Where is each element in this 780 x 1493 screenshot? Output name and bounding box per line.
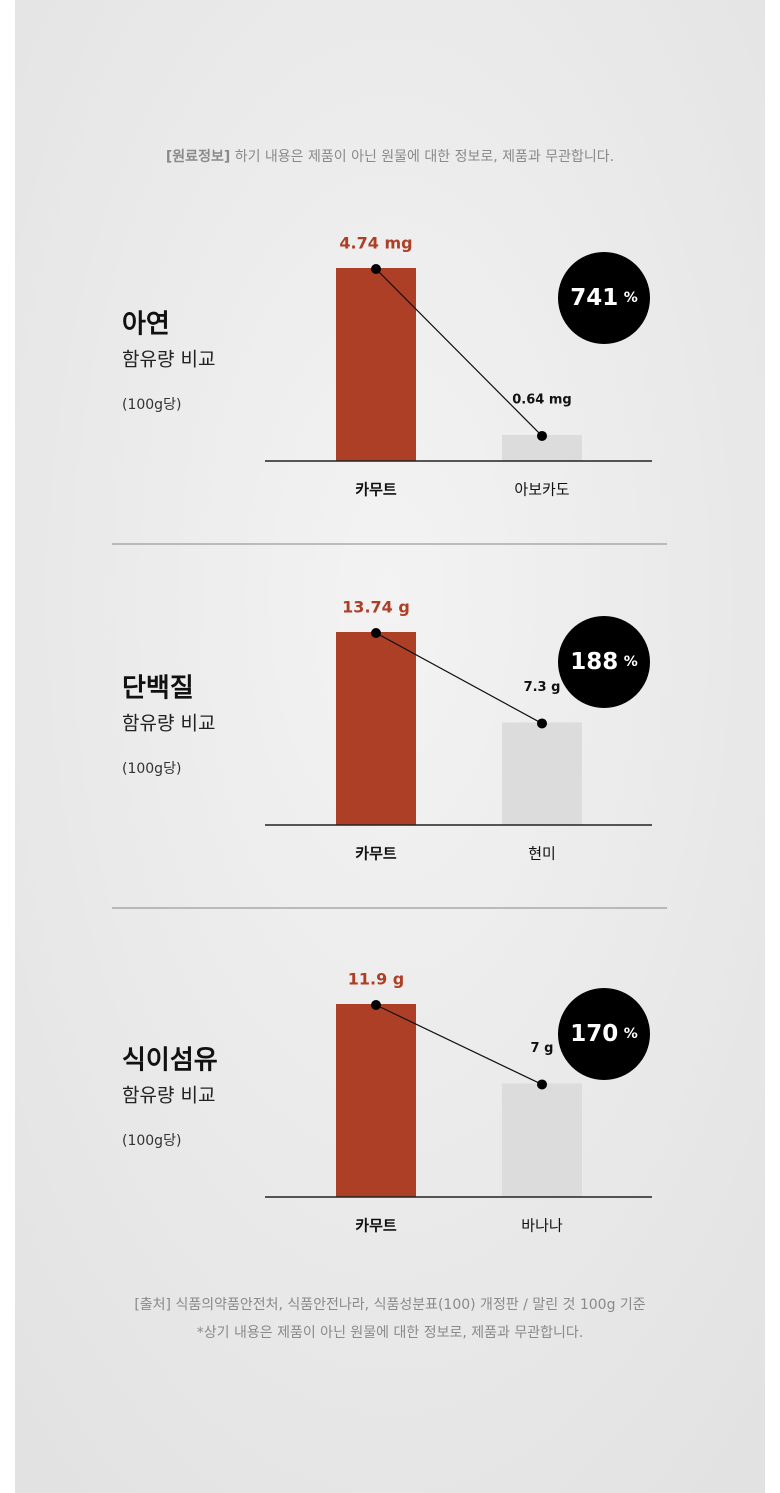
value-dot (371, 264, 381, 274)
value-dot (537, 430, 547, 441)
ratio-value: 188 (570, 649, 618, 675)
value-dot (371, 1000, 381, 1010)
ratio-value: 170 (570, 1021, 618, 1047)
ratio-badge (558, 616, 650, 708)
chart-title: 식이섬유 (122, 1046, 218, 1076)
connector (375, 1004, 543, 1086)
value-label: 7.3 g (524, 680, 561, 695)
value-dot (537, 718, 547, 729)
bar (502, 1083, 582, 1197)
x-tick-label: 카무트 (355, 845, 397, 863)
value-dot (371, 628, 381, 638)
x-tick-label: 카무트 (355, 481, 397, 499)
value-dot (537, 1079, 547, 1090)
bar (336, 1004, 416, 1197)
connector (375, 632, 543, 724)
ratio-unit: % (624, 1026, 638, 1042)
ratio-value: 741 (570, 285, 618, 311)
x-tick-label: 카무트 (355, 1217, 397, 1235)
value-label: 11.9 g (348, 970, 405, 989)
chart-title: 아연 (122, 310, 170, 340)
chart-note: (100g당) (122, 1133, 181, 1149)
ratio-badge (558, 252, 650, 344)
header-text: 하기 내용은 제품이 아닌 원물에 대한 정보로, 제품과 무관합니다. (235, 149, 614, 165)
header-note: [원료정보] 하기 내용은 제품이 아닌 원물에 대한 정보로, 제품과 무관합… (166, 148, 614, 165)
header-label: [원료정보] (166, 148, 230, 165)
value-label: 7 g (531, 1041, 554, 1056)
value-label: 4.74 mg (339, 234, 412, 253)
ratio-text: 170 % (570, 1021, 638, 1047)
footer-source: [출처] 식품의약품안전처, 식품안전나라, 식품성분표(100) 개정판 / … (134, 1297, 645, 1313)
x-tick-label: 바나나 (521, 1217, 563, 1235)
ratio-unit: % (624, 290, 638, 306)
value-label: 0.64 mg (512, 392, 571, 407)
ratio-text: 741 % (570, 285, 638, 311)
bar (336, 632, 416, 825)
chart-note: (100g당) (122, 761, 181, 777)
ratio-unit: % (624, 654, 638, 670)
chart-subtitle: 함유량 비교 (122, 713, 215, 735)
ratio-badge (558, 988, 650, 1080)
footer-disclaimer: *상기 내용은 제품이 아닌 원물에 대한 정보로, 제품과 무관합니다. (197, 1325, 583, 1341)
bar (502, 722, 582, 825)
value-label: 13.74 g (342, 598, 410, 617)
connector (375, 268, 543, 437)
x-tick-label: 아보카도 (514, 481, 569, 499)
ratio-text: 188 % (570, 649, 638, 675)
x-tick-label: 현미 (528, 845, 556, 863)
chart-subtitle: 함유량 비교 (122, 1085, 215, 1107)
chart-subtitle: 함유량 비교 (122, 349, 215, 371)
bar (336, 268, 416, 461)
chart-title: 단백질 (122, 674, 194, 704)
chart-note: (100g당) (122, 397, 181, 413)
